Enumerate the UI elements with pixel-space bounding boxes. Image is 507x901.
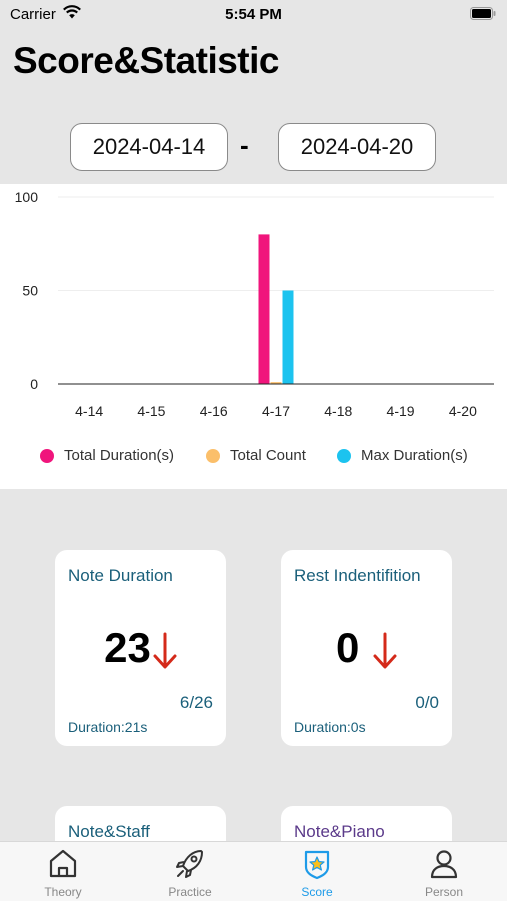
card-score: 23 <box>55 624 226 672</box>
home-icon <box>49 849 77 878</box>
rocket-icon <box>176 850 203 878</box>
arrow-down-icon <box>153 632 177 669</box>
tab-theory[interactable]: Theory <box>0 842 126 901</box>
bar[interactable] <box>270 382 282 384</box>
y-tick-label: 100 <box>15 189 39 205</box>
status-bar: Carrier 5:54 PM <box>0 0 507 28</box>
tab-label: Practice <box>168 885 212 899</box>
legend-dot <box>40 449 54 463</box>
card-title: Rest Indentifition <box>294 566 421 585</box>
card-title: Note Duration <box>68 566 173 585</box>
rest-identification-card[interactable]: Rest Indentifition 0 0/0 Duration:0s <box>281 550 452 746</box>
tab-score[interactable]: Score <box>254 842 380 901</box>
card-score: 0 <box>281 624 452 672</box>
bar-chart: 0 50 100 4-14 4-15 4-16 4-17 4-18 4-19 4-20 <box>15 189 494 419</box>
x-tick-label: 4-15 <box>137 403 165 419</box>
star-badge-icon <box>304 850 330 880</box>
x-tick-label: 4-14 <box>75 403 103 419</box>
tab-label: Score <box>301 885 333 899</box>
legend-item[interactable]: Total Duration(s) <box>40 445 174 467</box>
date-range-separator: - <box>240 130 249 160</box>
arrow-down-icon <box>373 632 397 669</box>
x-tick-label: 4-18 <box>324 403 352 419</box>
start-date-picker[interactable]: 2024-04-14 <box>70 123 228 171</box>
end-date-picker[interactable]: 2024-04-20 <box>278 123 436 171</box>
chart-legend: Total Duration(s) Total Count Max Duration… <box>0 445 507 467</box>
tab-bar: Theory Practice Score Person <box>0 841 507 901</box>
clock: 5:54 PM <box>225 6 282 23</box>
legend-dot <box>337 449 351 463</box>
card-ratio: 6/26 <box>179 693 213 712</box>
bar[interactable] <box>282 290 294 385</box>
legend-label: Total Count <box>230 447 306 464</box>
tab-label: Person <box>424 885 464 899</box>
battery-icon <box>470 7 496 20</box>
legend-dot <box>206 449 220 463</box>
wifi-icon <box>63 5 81 19</box>
person-icon <box>430 850 458 879</box>
x-tick-label: 4-17 <box>262 403 290 419</box>
y-tick-label: 50 <box>22 283 38 299</box>
card-ratio: 0/0 <box>415 693 439 712</box>
tab-person[interactable]: Person <box>381 842 507 901</box>
tab-label: Theory <box>44 885 82 899</box>
note-duration-card[interactable]: Note Duration 23 6/26 Duration:21s <box>55 550 226 746</box>
card-title: Note&Piano <box>294 822 385 841</box>
legend-label: Max Duration(s) <box>361 447 468 464</box>
score-value: 23 <box>104 624 151 671</box>
card-title: Note&Staff <box>68 822 150 841</box>
bar[interactable] <box>258 234 270 384</box>
y-tick-label: 0 <box>30 376 38 392</box>
score-value: 0 <box>335 624 360 671</box>
card-duration: Duration:0s <box>294 719 366 735</box>
legend-label: Total Duration(s) <box>64 447 175 464</box>
page-title: Score&Statistic <box>13 40 280 81</box>
x-tick-label: 4-20 <box>449 403 477 419</box>
card-duration: Duration:21s <box>68 719 148 735</box>
carrier-label: Carrier <box>10 6 56 23</box>
legend-item[interactable]: Max Duration(s) <box>337 445 468 467</box>
legend-item[interactable]: Total Count <box>206 445 306 467</box>
statistics-chart: 0 50 100 4-14 4-15 4-16 4-17 4-18 4-19 4-20 Total… <box>0 184 507 489</box>
x-tick-label: 4-19 <box>387 403 415 419</box>
x-tick-label: 4-16 <box>200 403 228 419</box>
tab-practice[interactable]: Practice <box>127 842 253 901</box>
